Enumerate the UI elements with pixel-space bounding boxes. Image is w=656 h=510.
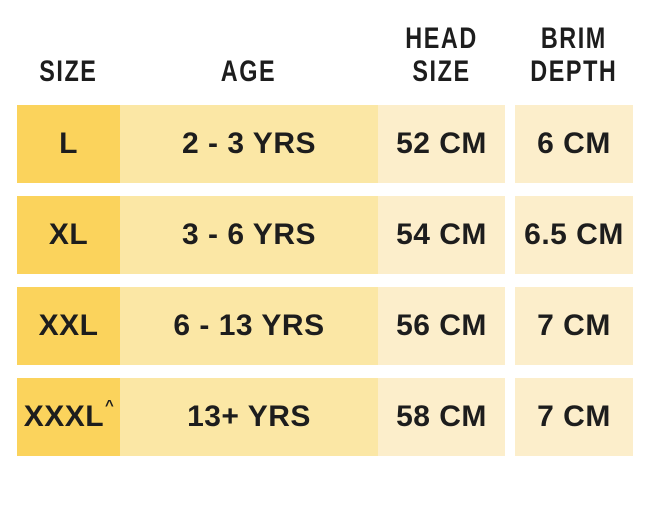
- brim-depth-value: 7 CM: [537, 309, 611, 342]
- head-size-cell: 52 CM: [378, 105, 505, 183]
- size-value: L: [59, 127, 78, 160]
- size-value: XXXL: [23, 400, 105, 433]
- size-value: XL: [48, 218, 89, 251]
- head-size-value: 54 CM: [396, 218, 487, 251]
- column-header-head-size-line2: SIZE: [412, 55, 471, 88]
- size-cell: L: [17, 105, 120, 183]
- age-value: 3 - 6 YRS: [181, 218, 316, 251]
- size-cell: XL: [17, 196, 120, 274]
- brim-depth-cell: 7 CM: [515, 287, 633, 365]
- size-cell: XXL: [17, 287, 120, 365]
- column-header-brim-depth-line1: BRIM: [540, 22, 608, 55]
- head-size-value: 58 CM: [396, 400, 487, 433]
- brim-depth-value: 6.5 CM: [524, 218, 624, 251]
- head-size-cell: 54 CM: [378, 196, 505, 274]
- age-cell: 2 - 3 YRS: [120, 105, 378, 183]
- head-size-cell: 56 CM: [378, 287, 505, 365]
- age-value: 13+ YRS: [187, 400, 311, 433]
- column-header-brim-depth-line2: DEPTH: [530, 55, 618, 88]
- age-cell: 13+ YRS: [120, 378, 378, 456]
- brim-depth-cell: 7 CM: [515, 378, 633, 456]
- age-value: 6 - 13 YRS: [173, 309, 325, 342]
- size-chart-table: SIZE AGE HEAD SIZE BRIM DEPTH L 2 - 3 YR…: [17, 22, 633, 456]
- column-header-age-label: AGE: [221, 55, 277, 88]
- brim-depth-cell: 6 CM: [515, 105, 633, 183]
- age-value: 2 - 3 YRS: [181, 127, 316, 160]
- size-cell: XXXL ^: [17, 378, 120, 456]
- size-value: XXL: [38, 309, 99, 342]
- column-header-head-size: HEAD SIZE: [378, 22, 505, 92]
- head-size-cell: 58 CM: [378, 378, 505, 456]
- column-header-size-label: SIZE: [39, 55, 98, 88]
- brim-depth-cell: 6.5 CM: [515, 196, 633, 274]
- head-size-value: 56 CM: [396, 309, 487, 342]
- column-header-brim-depth: BRIM DEPTH: [515, 22, 633, 92]
- age-cell: 3 - 6 YRS: [120, 196, 378, 274]
- age-cell: 6 - 13 YRS: [120, 287, 378, 365]
- column-header-age: AGE: [120, 28, 378, 92]
- column-header-head-size-line1: HEAD: [405, 22, 478, 55]
- brim-depth-value: 7 CM: [537, 400, 611, 433]
- head-size-value: 52 CM: [396, 127, 487, 160]
- column-header-size: SIZE: [17, 28, 120, 92]
- brim-depth-value: 6 CM: [537, 127, 611, 160]
